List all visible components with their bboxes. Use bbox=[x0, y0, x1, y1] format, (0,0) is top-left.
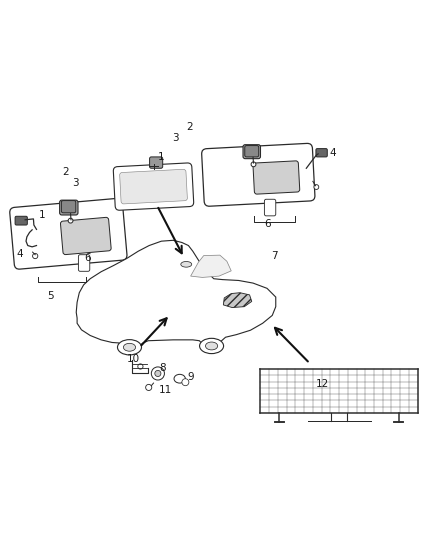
FancyBboxPatch shape bbox=[265, 199, 276, 216]
Text: 8: 8 bbox=[159, 363, 166, 373]
Text: 7: 7 bbox=[272, 251, 278, 261]
Text: 4: 4 bbox=[16, 249, 23, 259]
Text: 3: 3 bbox=[172, 133, 179, 143]
FancyBboxPatch shape bbox=[10, 198, 127, 269]
Circle shape bbox=[138, 364, 143, 369]
Polygon shape bbox=[191, 255, 231, 277]
Circle shape bbox=[251, 162, 256, 167]
Circle shape bbox=[155, 370, 161, 376]
Circle shape bbox=[314, 184, 319, 189]
Text: 1: 1 bbox=[39, 210, 46, 220]
Text: 3: 3 bbox=[72, 177, 79, 188]
FancyBboxPatch shape bbox=[60, 200, 78, 215]
Polygon shape bbox=[223, 293, 252, 308]
FancyBboxPatch shape bbox=[60, 217, 111, 255]
Polygon shape bbox=[76, 240, 276, 350]
Text: 6: 6 bbox=[84, 253, 91, 263]
Text: 4: 4 bbox=[329, 148, 336, 158]
Ellipse shape bbox=[174, 374, 185, 383]
Text: 11: 11 bbox=[159, 385, 173, 394]
Ellipse shape bbox=[200, 338, 223, 353]
Circle shape bbox=[32, 253, 38, 259]
Text: 6: 6 bbox=[265, 219, 271, 229]
FancyBboxPatch shape bbox=[253, 161, 300, 194]
Circle shape bbox=[182, 379, 189, 386]
Text: 2: 2 bbox=[62, 167, 69, 177]
Text: 9: 9 bbox=[187, 372, 194, 382]
Text: 5: 5 bbox=[48, 291, 54, 301]
FancyBboxPatch shape bbox=[243, 144, 261, 159]
Circle shape bbox=[68, 218, 73, 223]
FancyBboxPatch shape bbox=[316, 149, 327, 157]
FancyBboxPatch shape bbox=[150, 157, 162, 168]
FancyBboxPatch shape bbox=[120, 169, 187, 204]
FancyBboxPatch shape bbox=[201, 143, 315, 206]
FancyBboxPatch shape bbox=[15, 216, 27, 225]
Ellipse shape bbox=[117, 340, 141, 355]
Circle shape bbox=[146, 384, 152, 391]
Ellipse shape bbox=[181, 262, 192, 267]
Text: 1: 1 bbox=[158, 152, 165, 163]
Text: 2: 2 bbox=[186, 122, 193, 132]
FancyBboxPatch shape bbox=[113, 163, 194, 210]
FancyBboxPatch shape bbox=[61, 200, 76, 213]
FancyBboxPatch shape bbox=[245, 146, 259, 157]
Ellipse shape bbox=[124, 343, 136, 351]
Circle shape bbox=[151, 367, 164, 380]
Text: 10: 10 bbox=[127, 354, 141, 364]
Text: 12: 12 bbox=[316, 379, 329, 390]
Ellipse shape bbox=[205, 342, 218, 350]
FancyBboxPatch shape bbox=[78, 255, 90, 271]
